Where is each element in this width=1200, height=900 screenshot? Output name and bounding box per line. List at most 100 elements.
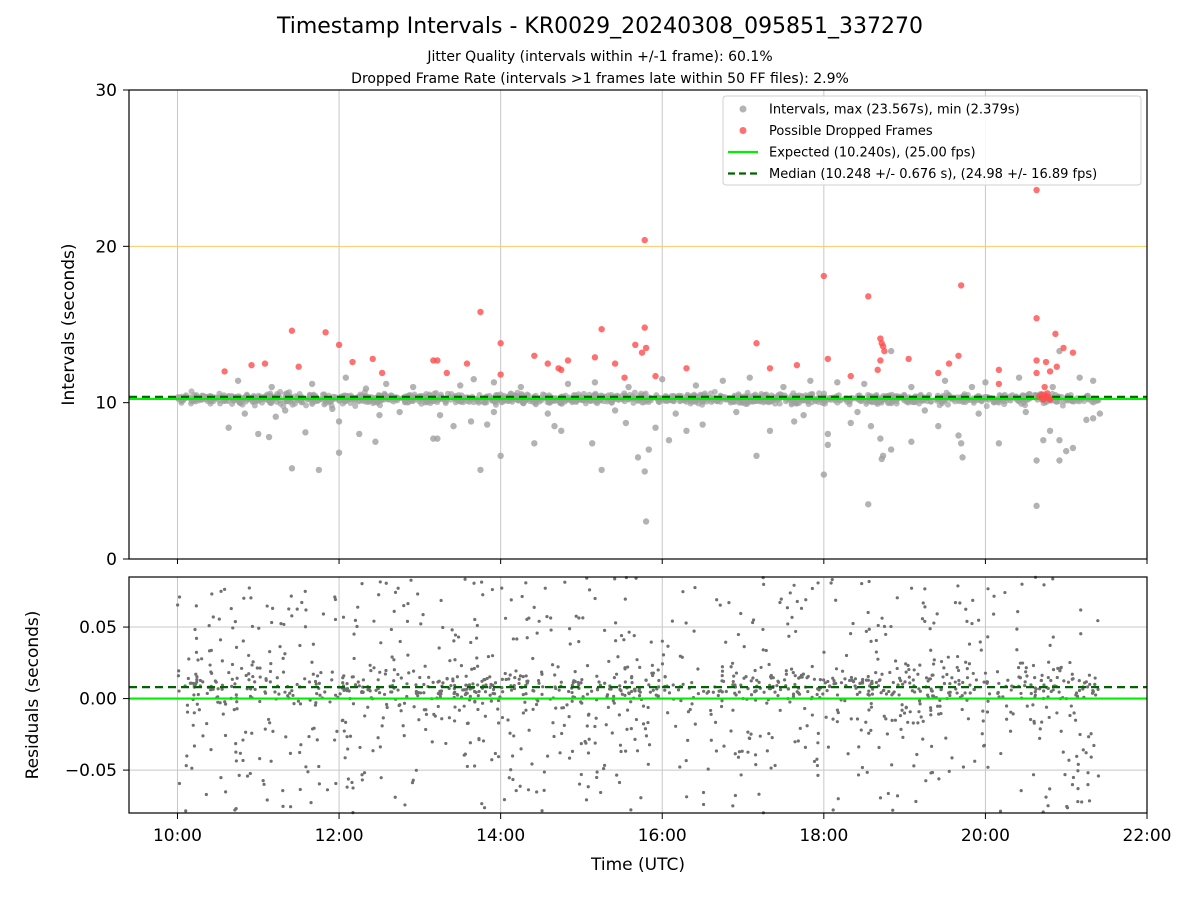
interval-point xyxy=(834,379,841,386)
residual-point xyxy=(377,593,381,597)
residual-point xyxy=(597,680,601,684)
residual-point xyxy=(1080,800,1084,804)
dropped-frame-point xyxy=(531,352,538,359)
residual-point xyxy=(500,677,504,682)
residual-point xyxy=(500,586,504,590)
residual-point xyxy=(626,665,630,669)
dropped-frame-point xyxy=(766,365,774,372)
residual-point xyxy=(912,764,916,768)
dropped-frame-point xyxy=(288,327,296,334)
residual-point xyxy=(559,680,563,684)
residual-point xyxy=(619,633,624,638)
residual-point xyxy=(360,582,364,586)
residual-point xyxy=(570,749,575,753)
residual-point xyxy=(684,621,688,625)
residual-point xyxy=(398,703,402,707)
residual-point xyxy=(953,600,958,605)
residual-point xyxy=(567,689,571,694)
bottom-y-tick-label: 0.00 xyxy=(79,690,117,710)
residual-point xyxy=(513,675,517,680)
residual-point xyxy=(1076,799,1080,804)
residual-point xyxy=(524,708,528,712)
residual-point xyxy=(964,660,968,664)
residual-point xyxy=(207,649,212,653)
residual-point xyxy=(194,672,198,676)
residual-point xyxy=(283,690,287,694)
residual-point xyxy=(942,681,947,686)
residual-point xyxy=(334,781,338,786)
residual-point xyxy=(378,670,382,674)
residual-point xyxy=(612,676,616,680)
residual-point xyxy=(511,637,515,641)
residual-point xyxy=(556,665,560,669)
residual-point xyxy=(806,674,810,679)
residual-point xyxy=(798,675,802,679)
residual-point xyxy=(890,693,894,697)
residual-point xyxy=(488,675,492,679)
residual-point xyxy=(315,691,319,696)
residual-point xyxy=(496,755,501,759)
interval-point xyxy=(820,471,828,478)
residual-point xyxy=(1082,681,1087,685)
residual-point xyxy=(223,702,228,706)
residual-point xyxy=(595,775,599,780)
residual-point xyxy=(315,738,319,742)
residual-point xyxy=(966,717,971,721)
residual-point xyxy=(924,676,929,680)
residual-point xyxy=(549,628,553,632)
residual-point xyxy=(647,683,651,687)
legend-label: Intervals, max (23.567s), min (2.379s) xyxy=(769,103,1020,118)
residual-point xyxy=(812,759,817,764)
residual-point xyxy=(273,690,277,694)
legend-label: Median (10.248 +/- 0.676 s), (24.98 +/- … xyxy=(769,167,1097,182)
residual-point xyxy=(1093,682,1097,686)
residual-point xyxy=(778,687,783,692)
residual-point xyxy=(711,690,715,694)
residual-point xyxy=(623,597,627,601)
residual-point xyxy=(602,767,606,771)
interval-point xyxy=(766,427,774,435)
residual-point xyxy=(965,667,969,671)
interval-point xyxy=(867,422,875,430)
residual-point xyxy=(964,607,968,611)
interval-point xyxy=(1033,457,1040,464)
residual-point xyxy=(615,773,619,777)
interval-point xyxy=(854,408,861,416)
residual-point xyxy=(407,671,411,675)
residual-point xyxy=(1077,679,1081,683)
interval-point xyxy=(558,427,565,435)
residual-point xyxy=(333,597,338,602)
interval-point xyxy=(272,413,279,420)
dropped-frame-point xyxy=(847,372,854,380)
residual-point xyxy=(506,718,510,722)
residual-point xyxy=(661,653,666,657)
dropped-frame-point xyxy=(1042,358,1050,366)
residual-point xyxy=(644,734,649,738)
residual-point xyxy=(985,680,990,684)
residual-point xyxy=(385,705,389,710)
residual-point xyxy=(263,727,267,731)
residual-point xyxy=(421,613,425,617)
residual-point xyxy=(893,659,898,663)
dropped-frame-point xyxy=(881,347,888,355)
residual-point xyxy=(720,674,724,678)
residual-point xyxy=(414,768,418,772)
dropped-frame-point xyxy=(369,355,376,363)
residual-point xyxy=(1025,704,1029,708)
residual-point xyxy=(358,745,362,750)
interval-point xyxy=(1040,436,1047,444)
residual-point xyxy=(1031,773,1036,777)
interval-point xyxy=(921,407,929,414)
residual-point xyxy=(361,690,365,695)
residual-point xyxy=(960,694,964,698)
residual-point xyxy=(353,618,358,622)
residual-point xyxy=(864,629,868,633)
residual-point xyxy=(931,662,936,666)
residual-point xyxy=(207,624,211,628)
residual-point xyxy=(398,639,402,644)
residual-point xyxy=(221,712,225,716)
residual-point xyxy=(1071,775,1076,780)
residual-point xyxy=(739,611,743,616)
residual-point xyxy=(333,693,338,697)
residual-point xyxy=(983,671,988,675)
